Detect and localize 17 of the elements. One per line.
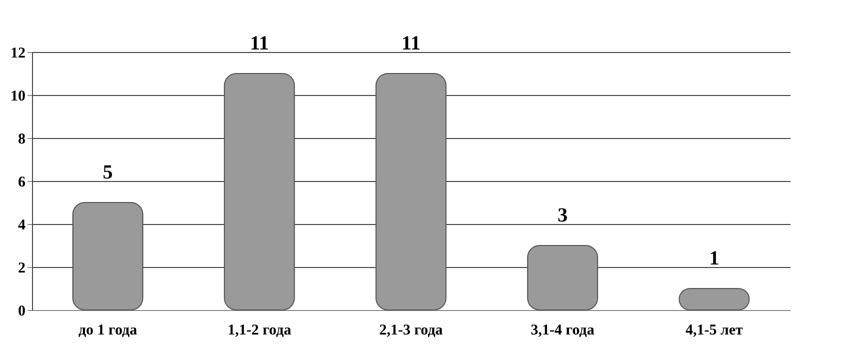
x-tick-label: 2,1-3 года: [379, 322, 444, 338]
y-tick-label: 2: [18, 260, 26, 276]
data-label: 1: [709, 248, 720, 270]
data-label: 5: [102, 162, 113, 184]
y-tick-label: 6: [18, 174, 26, 190]
x-tick-label: 1,1-2 года: [228, 322, 292, 338]
y-tick-label: 4: [18, 218, 26, 234]
data-label: 11: [250, 32, 269, 54]
x-tick-label: 4,1-5 лет: [685, 322, 744, 338]
x-tick-label: 3,1-4 года: [530, 322, 595, 338]
data-label: 3: [558, 204, 568, 226]
y-tick-label: 0: [18, 304, 26, 320]
y-tick-label: 12: [10, 46, 26, 62]
y-tick-label: 8: [18, 132, 26, 148]
y-tick-label: 10: [10, 88, 26, 104]
data-label: 11: [402, 32, 420, 54]
x-tick-label: до 1 года: [78, 322, 138, 338]
